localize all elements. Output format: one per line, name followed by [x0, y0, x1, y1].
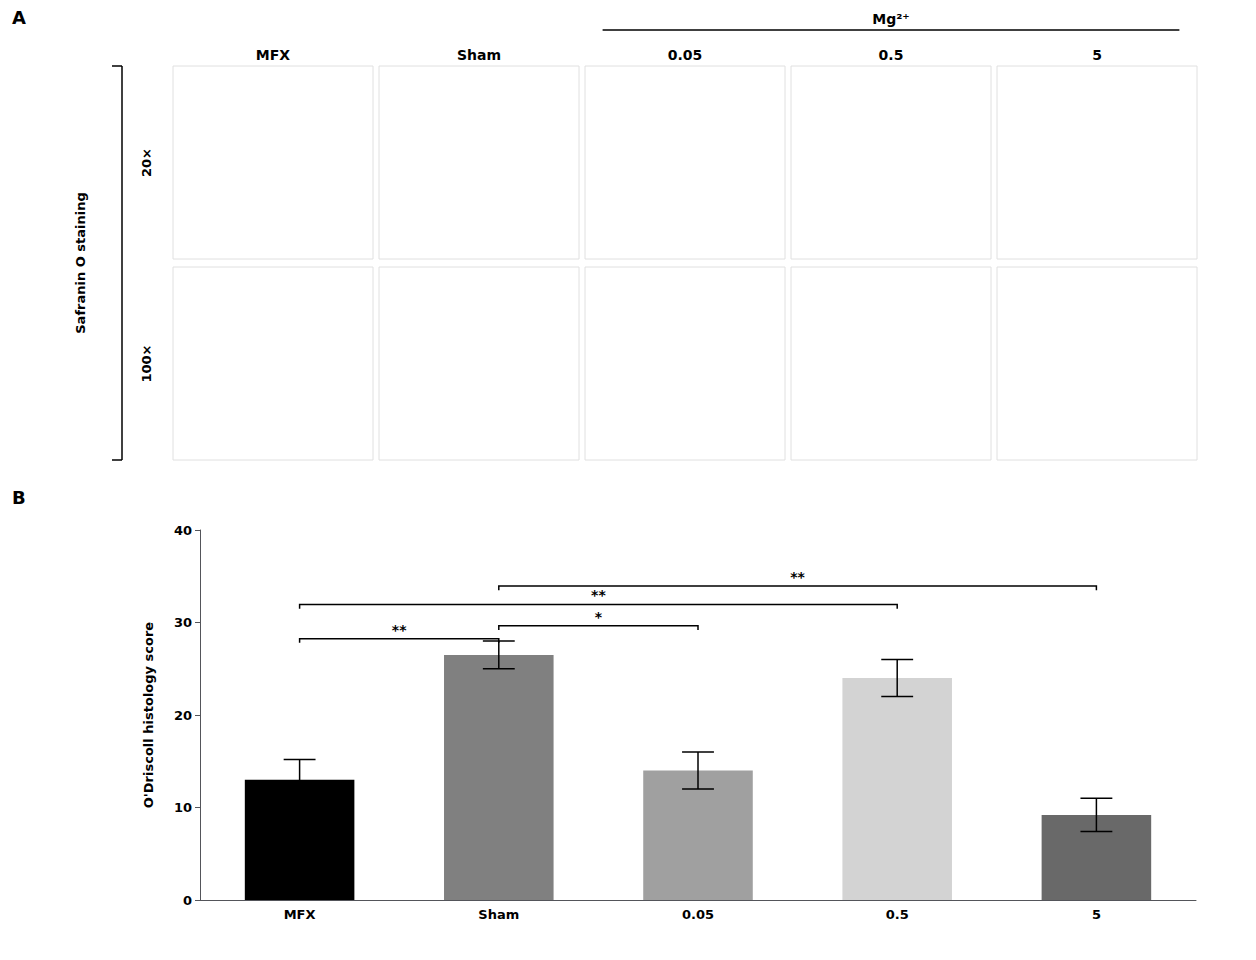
svg-text:20×: 20× — [139, 148, 154, 177]
svg-text:**: ** — [392, 622, 407, 638]
svg-text:40: 40 — [174, 523, 192, 538]
svg-text:5: 5 — [1092, 907, 1101, 922]
svg-text:O'Driscoll histology score: O'Driscoll histology score — [141, 622, 156, 809]
svg-text:Sham: Sham — [478, 907, 519, 922]
svg-text:**: ** — [790, 569, 805, 585]
svg-text:0.05: 0.05 — [668, 47, 703, 63]
svg-text:MFX: MFX — [284, 907, 316, 922]
svg-text:Sham: Sham — [457, 47, 501, 63]
svg-text:30: 30 — [174, 615, 192, 630]
svg-text:Safranin O staining: Safranin O staining — [73, 192, 88, 334]
svg-text:5: 5 — [1092, 47, 1102, 63]
svg-text:A: A — [12, 7, 26, 28]
svg-text:0.05: 0.05 — [682, 907, 714, 922]
svg-text:0.5: 0.5 — [886, 907, 909, 922]
svg-text:Mg²⁺: Mg²⁺ — [872, 11, 909, 27]
svg-text:*: * — [595, 609, 603, 625]
svg-text:20: 20 — [174, 708, 192, 723]
svg-text:0.5: 0.5 — [879, 47, 904, 63]
svg-text:0: 0 — [183, 893, 192, 908]
svg-text:B: B — [12, 487, 26, 508]
svg-text:**: ** — [591, 587, 606, 603]
svg-text:100×: 100× — [139, 344, 154, 382]
svg-text:10: 10 — [174, 800, 192, 815]
svg-text:MFX: MFX — [256, 47, 290, 63]
